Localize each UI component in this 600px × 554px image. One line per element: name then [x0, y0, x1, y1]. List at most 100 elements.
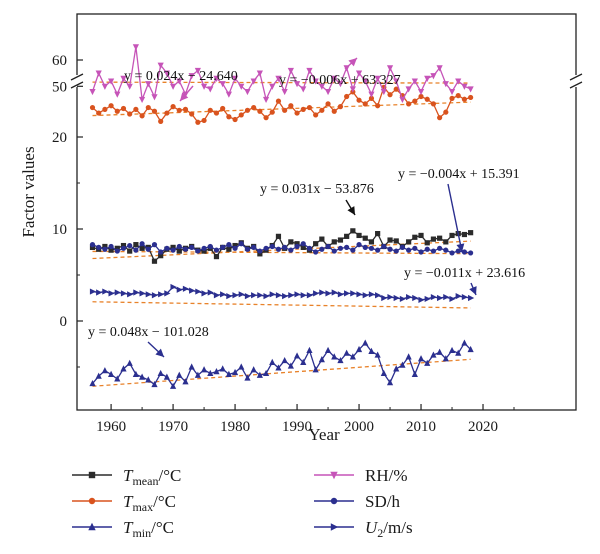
legend-swatch-marker — [330, 471, 338, 480]
data-point — [324, 88, 332, 96]
legend-item: SD/h — [314, 492, 400, 511]
data-point — [102, 243, 108, 250]
data-point — [349, 353, 356, 360]
data-point — [151, 108, 158, 114]
data-point — [250, 78, 257, 85]
data-point — [406, 247, 412, 253]
data-point — [114, 91, 121, 98]
data-point — [127, 242, 133, 249]
data-point — [126, 83, 133, 90]
data-point — [238, 291, 245, 298]
data-point — [182, 378, 189, 385]
data-point — [281, 88, 288, 96]
data-point — [424, 96, 430, 102]
series-line — [92, 86, 471, 124]
data-point — [189, 287, 196, 294]
data-point — [337, 81, 344, 88]
data-point — [231, 75, 239, 83]
data-point — [437, 294, 444, 302]
data-point — [213, 292, 221, 299]
data-point — [324, 346, 332, 354]
data-point — [96, 244, 102, 250]
legend-item: Tmean/°C — [72, 466, 181, 488]
y-tick-label: 60 — [52, 53, 67, 69]
data-point — [225, 91, 232, 98]
data-point — [169, 83, 177, 90]
data-point — [412, 294, 419, 302]
data-point — [169, 382, 177, 389]
data-point — [89, 288, 97, 295]
trend-line — [92, 250, 471, 255]
data-point — [275, 364, 282, 371]
data-point — [263, 115, 269, 121]
data-point — [275, 233, 282, 239]
data-point — [213, 368, 220, 375]
data-point — [96, 110, 102, 116]
data-point — [325, 243, 331, 250]
data-point — [306, 67, 313, 75]
legend-item: U2/m/s — [314, 518, 413, 540]
legend: Tmean/°C Tmax/°C Tmin/°C RH/% SD/h U2/m/s — [72, 466, 413, 540]
series-layer — [89, 44, 475, 389]
data-point — [133, 106, 139, 112]
data-point — [356, 97, 362, 103]
data-point — [96, 289, 103, 296]
data-point — [461, 249, 468, 255]
data-point — [337, 245, 344, 251]
data-point — [132, 44, 139, 51]
data-point — [176, 286, 183, 293]
data-point — [312, 78, 319, 85]
data-point — [368, 95, 375, 101]
data-point — [300, 244, 306, 250]
data-point — [387, 246, 393, 252]
data-point — [151, 242, 158, 248]
data-point — [207, 86, 214, 93]
data-point — [318, 356, 325, 363]
data-point — [368, 245, 375, 251]
y-tick-label: 20 — [52, 130, 67, 146]
data-point — [213, 110, 220, 116]
data-point — [282, 107, 288, 113]
data-point — [448, 346, 456, 354]
data-point — [244, 107, 251, 113]
data-point — [424, 75, 431, 83]
data-point — [120, 242, 127, 249]
data-point — [256, 371, 263, 378]
arrow-head — [348, 58, 357, 67]
data-point — [300, 241, 306, 247]
data-point — [269, 291, 276, 298]
data-point — [200, 83, 208, 90]
data-point — [344, 93, 350, 100]
data-point — [418, 296, 425, 303]
data-point — [213, 254, 220, 260]
data-point — [127, 248, 133, 254]
data-point — [380, 369, 387, 377]
legend-swatch-marker — [88, 522, 96, 531]
legend-swatch-marker — [330, 523, 339, 531]
x-tick-label: 1960 — [96, 419, 126, 435]
data-point — [331, 108, 337, 114]
data-point — [288, 239, 294, 245]
data-point — [151, 94, 158, 101]
data-point — [220, 105, 226, 112]
data-point — [238, 83, 245, 90]
data-point — [455, 349, 462, 356]
data-point — [393, 294, 400, 302]
data-point — [331, 353, 338, 360]
data-point — [393, 365, 400, 372]
data-point — [170, 244, 176, 250]
data-point — [300, 106, 306, 112]
data-point — [375, 292, 382, 299]
data-point — [176, 243, 182, 250]
trend-lines — [92, 81, 471, 387]
trend-equation: y = −0.006x + 63.327 — [279, 73, 401, 88]
data-point — [107, 370, 115, 377]
data-point — [362, 292, 369, 299]
legend-item: Tmax/°C — [72, 492, 176, 514]
data-point — [468, 250, 474, 256]
data-point — [356, 291, 363, 298]
data-point — [430, 101, 437, 107]
data-point — [182, 246, 189, 252]
data-point — [350, 290, 357, 297]
series-t-max — [89, 84, 474, 125]
